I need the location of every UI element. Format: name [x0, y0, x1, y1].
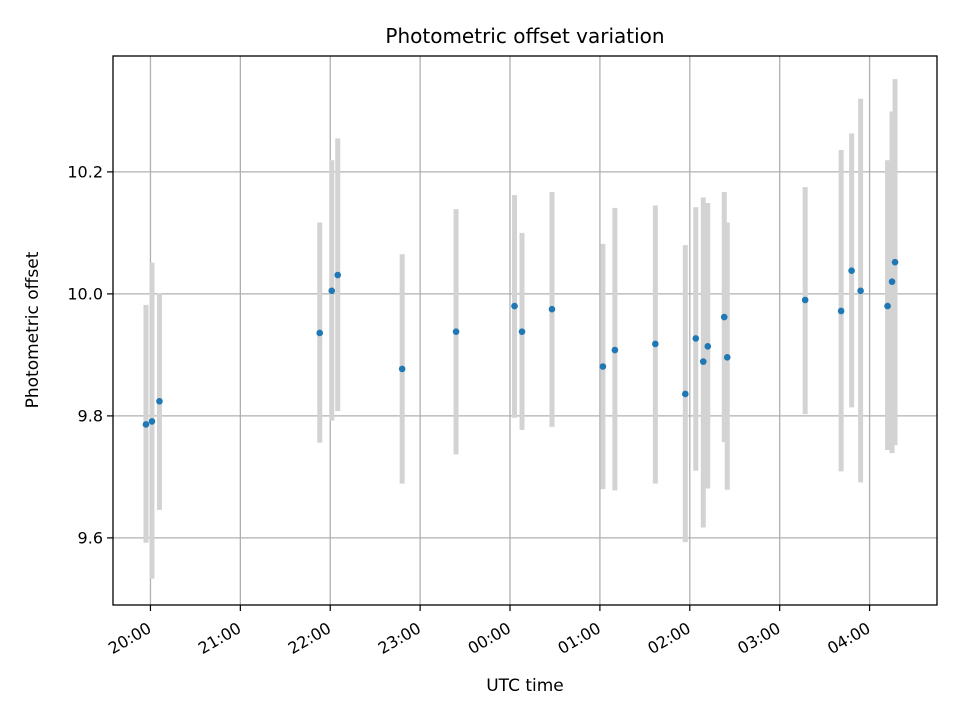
data-point	[857, 287, 864, 295]
data-point	[704, 343, 712, 350]
data-point	[888, 278, 896, 286]
data-point	[837, 307, 845, 315]
data-point	[723, 354, 731, 361]
data-point	[801, 296, 809, 304]
data-point	[398, 365, 406, 373]
data-point	[699, 358, 707, 365]
x-axis-label: UTC time	[486, 676, 564, 696]
data-point	[611, 346, 619, 354]
data-point	[652, 340, 659, 348]
data-point	[148, 418, 156, 425]
data-point	[156, 397, 163, 405]
chart-title: Photometric offset variation	[385, 24, 664, 48]
data-point	[511, 302, 518, 310]
data-point	[548, 305, 556, 313]
data-point	[334, 271, 342, 279]
data-point	[720, 313, 728, 321]
data-point	[884, 302, 891, 310]
data-point	[518, 328, 526, 336]
y-tick-label: 9.6	[78, 528, 103, 547]
data-point	[891, 258, 899, 266]
y-tick-label: 10.2	[67, 162, 103, 181]
data-point	[316, 329, 324, 337]
y-axis-label: Photometric offset	[23, 251, 43, 408]
data-point	[328, 287, 336, 295]
data-points	[142, 258, 899, 428]
y-tick-label: 9.8	[78, 406, 103, 425]
data-point	[682, 390, 689, 398]
data-point	[599, 363, 607, 370]
data-point	[452, 328, 460, 336]
data-point	[692, 335, 700, 342]
data-point	[848, 267, 855, 275]
y-axis-ticks: 9.6 9.8 10.0 10.2	[67, 162, 113, 547]
plot-frame	[112, 55, 938, 606]
y-tick-label: 10.0	[67, 284, 103, 303]
data-point	[142, 421, 150, 428]
